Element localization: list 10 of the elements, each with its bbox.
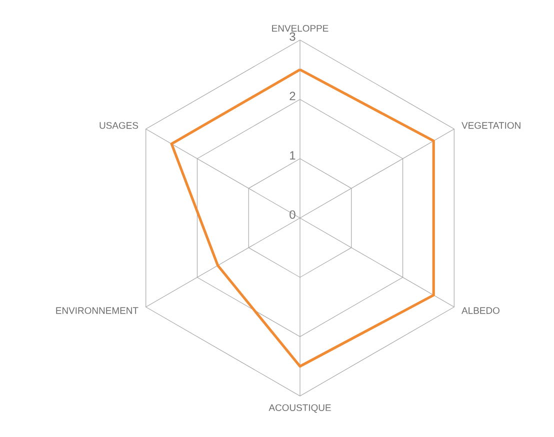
spoke-label: ENVELOPPE xyxy=(272,24,328,32)
spoke-label: ENVIRONNEMENT xyxy=(56,307,138,314)
y-tick-label: 2 xyxy=(290,92,296,100)
spoke-label: VEGETATION xyxy=(462,122,520,129)
y-tick-label: 3 xyxy=(290,32,296,41)
spoke-label: ALBEDO xyxy=(462,307,500,314)
spoke-label: ACOUSTIQUE xyxy=(268,404,331,413)
y-tick-label: 0 xyxy=(290,210,296,219)
spoke-label: USAGES xyxy=(100,122,138,129)
y-tick-label: 1 xyxy=(290,151,296,160)
